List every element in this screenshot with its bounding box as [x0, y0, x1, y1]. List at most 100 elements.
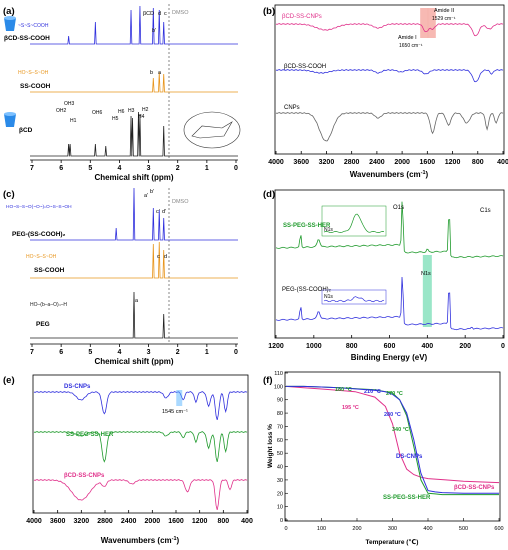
panel-d-o1s-label: O1s	[393, 205, 404, 211]
panel-a-chain-glyph: ~S~S~COOH	[18, 23, 49, 29]
panel-c-dmso-label: DMSO	[172, 199, 189, 205]
panel-d-tick-label: 0	[501, 343, 505, 350]
panel-f-annot-195: 195 °C	[342, 405, 359, 411]
panel-c-peg-base-structure: HO–(b–a–O)ₙ–H	[30, 302, 67, 308]
panel-a-peak-label-c: c	[164, 11, 167, 17]
panel-f-y-tick-label: 110	[274, 371, 283, 377]
panel-e-x-label: Wavenumbers (cm-1)	[101, 536, 180, 545]
panel-f-x-tick-label: 400	[423, 526, 432, 532]
panel-e-frame	[32, 374, 249, 514]
panel-d-tick-label: 600	[384, 343, 396, 350]
panel-f: (f) 0 100 200 300 400 500 600 0 10 20 30 40 50 60 70 80…	[263, 371, 504, 546]
panel-f-y-label: Weight loss %	[267, 424, 274, 468]
panel-c-series-1-line	[30, 187, 238, 241]
panel-b-amide-ii-label: Amide II	[434, 8, 455, 14]
panel-e-tick-label: 2000	[145, 518, 161, 525]
panel-f-annot-340: 340 °C	[392, 427, 409, 433]
panel-a-peak-label-h3: H3	[128, 108, 135, 114]
panel-b-series-1-line	[275, 23, 504, 37]
panel-a-tick-label: 5	[88, 165, 92, 172]
panel-d-tick-label: 1000	[306, 343, 322, 350]
panel-d-label: (d)	[263, 189, 275, 200]
panel-a-peak-label-h5: H5	[112, 116, 119, 122]
panel-f-annot-280: 280 °C	[384, 412, 401, 418]
panel-c-series-1-label: PEG-(SS-COOH)₂	[12, 231, 66, 238]
panel-c-tick-label: 4	[117, 349, 121, 356]
panel-a-peak-label-h6: H6	[118, 109, 125, 115]
panel-b-amide-ii-value: 1529 cm⁻¹	[432, 16, 456, 22]
glucose-unit-diagram	[183, 111, 241, 149]
panel-c-series-2-line	[30, 241, 238, 279]
panel-e-1545-band	[176, 390, 183, 406]
panel-b-tick-label: 800	[472, 159, 484, 166]
panel-a-tick-label: 0	[234, 165, 238, 172]
panel-c-x-ticks: 7 6 5 4 3 2 1 0	[30, 344, 238, 356]
panel-f-series-3-line	[285, 385, 500, 484]
panel-f-y-tick-label: 0	[280, 518, 283, 524]
panel-b-x-label: Wavenumbers (cm-1)	[350, 170, 429, 179]
panel-e-series-2-line	[33, 431, 248, 463]
panel-a-peak-label-d: d	[158, 11, 161, 17]
panel-b-tick-label: 2800	[344, 159, 360, 166]
panel-d-inset-top	[321, 205, 387, 237]
panel-f-annot-210: 210 °C	[364, 389, 381, 395]
panel-c-label: (c)	[3, 189, 15, 200]
panel-a-tick-label: 6	[59, 165, 63, 172]
panel-c-series-3-line	[30, 291, 238, 339]
panel-c-peak-label-a-prime: a'	[144, 193, 148, 199]
panel-e-series-3-label: βCD-SS-CNPs	[64, 473, 105, 479]
panel-a-peak-label-h4: H4	[138, 114, 145, 120]
panel-b-series-2-line	[275, 69, 504, 83]
panel-c-tick-label: 6	[59, 349, 63, 356]
panel-b-series-2-label: βCD-SS-COOH	[284, 64, 326, 70]
panel-a-x-ticks: 7 6 5 4 3 2 1 0	[30, 160, 238, 172]
panel-b-label: (b)	[263, 6, 275, 17]
panel-d-tick-label: 800	[346, 343, 358, 350]
cyclodextrin-icon	[4, 16, 16, 31]
panel-d-tick-label: 1200	[268, 343, 284, 350]
panel-a-peak-label-b: b	[150, 70, 153, 76]
panel-d-inset-top-line	[323, 213, 385, 233]
panel-c-peak-label-d: d	[164, 254, 167, 260]
panel-b-tick-label: 2400	[369, 159, 385, 166]
panel-b-x-ticks: 4000 3600 3200 2800 2400 2000 1600 1200 800 400	[268, 151, 508, 166]
panel-e-series-1-line	[33, 391, 248, 421]
panel-f-x-tick-label: 200	[352, 526, 361, 532]
panel-a-series-2-line	[30, 71, 238, 93]
panel-a-peak-label-bcd: βCD	[143, 11, 154, 17]
panel-b-amide-i-value: 1650 cm⁻¹	[399, 43, 423, 49]
panel-d-series-2-label: PEG-(SS-COOH)₂	[282, 287, 332, 293]
panel-f-label-ss-peg-ss-her: SS-PEG-SS-HER	[383, 495, 431, 501]
panel-f-y-tick-label: 20	[277, 491, 283, 497]
panel-a-x-label: Chemical shift (ppm)	[94, 173, 173, 182]
panel-f-y-tick-label: 30	[277, 478, 283, 484]
panel-e-tick-label: 800	[217, 518, 229, 525]
panel-f-y-tick-label: 80	[277, 411, 283, 417]
panel-d-inset-top-label: N1s	[324, 227, 333, 233]
panel-b-frame	[274, 4, 505, 155]
panel-f-x-tick-label: 500	[459, 526, 468, 532]
panel-a-series-1-line	[30, 5, 238, 45]
panel-e-series-2-label: SS-PEG-SS-HER	[66, 432, 114, 438]
panel-d-series-2-line	[275, 276, 504, 331]
panel-f-y-tick-label: 40	[277, 465, 283, 471]
panel-f-label: (f)	[263, 375, 273, 386]
panel-f-series-2-line	[286, 385, 499, 496]
panel-e-1545-label: 1545 cm⁻¹	[162, 409, 188, 415]
panel-e: (e) DS-CNPs SS-PEG-SS-HER βCD-SS-CNPs 15…	[3, 374, 253, 545]
panel-c: (c) 7 6 5 4 3 2 1 0 Chemical shift (ppm) DMSO H…	[3, 187, 238, 366]
panel-a-peak-label-oh6: OH6	[92, 110, 103, 116]
panel-d: (d) SS-PEG-SS-HER PEG-(SS-COOH)₂ O1s C1s…	[263, 189, 505, 362]
panel-c-tick-label: 7	[30, 349, 34, 356]
panel-f-series-1-line	[286, 385, 499, 494]
panel-a-peak-label-oh3: OH3	[64, 101, 75, 107]
panel-a-series-3-label: βCD	[19, 127, 33, 134]
panel-f-y-tick-label: 60	[277, 438, 283, 444]
panel-b-tick-label: 2000	[394, 159, 410, 166]
panel-e-series-3-line	[33, 479, 248, 510]
panel-c-peak-label-c: c	[157, 254, 160, 260]
panel-f-annot-180: 180 °C	[335, 387, 352, 393]
panel-e-tick-label: 3200	[74, 518, 90, 525]
panel-d-series-1-label: SS-PEG-SS-HER	[283, 223, 331, 229]
panel-b-amide-ii-band	[427, 8, 436, 38]
